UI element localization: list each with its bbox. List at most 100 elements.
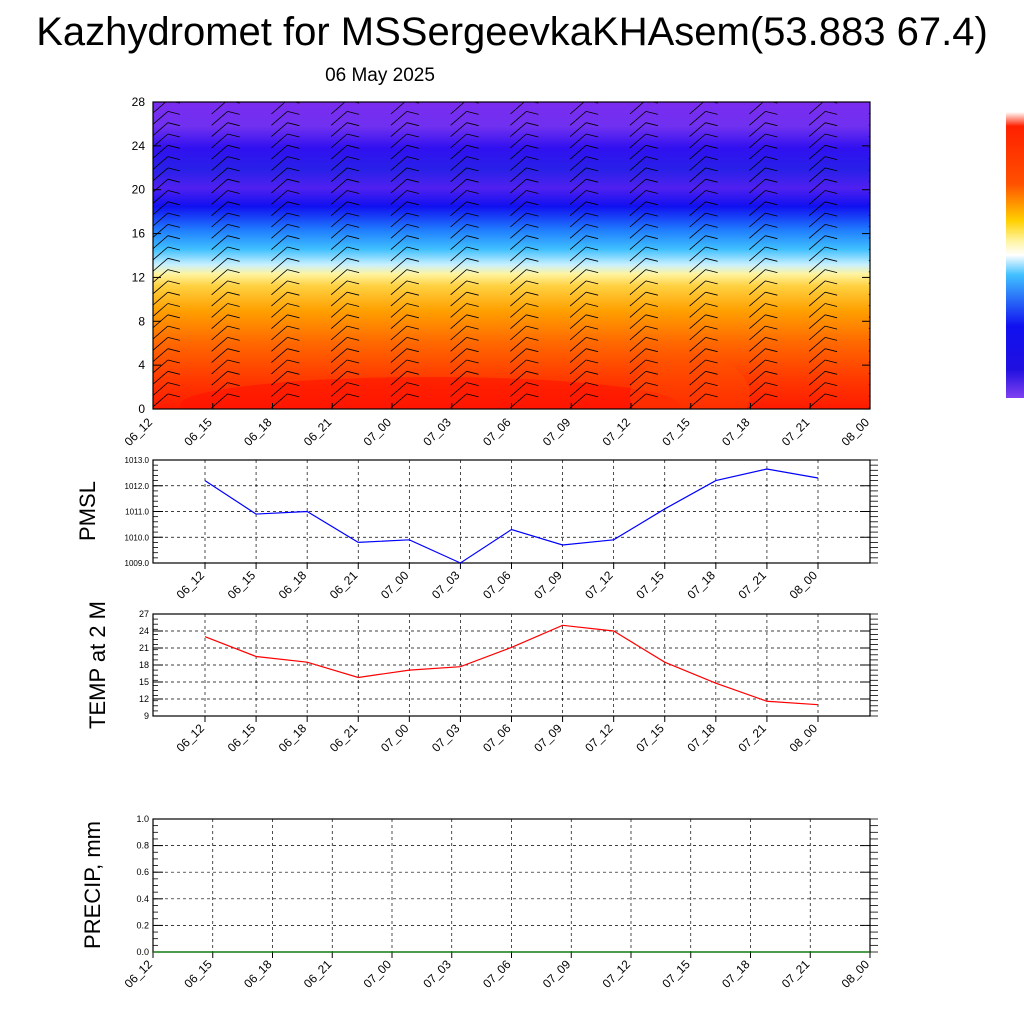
wind-barb-flag: [645, 382, 658, 386]
wind-barb: [629, 382, 647, 397]
wind-barb: [153, 156, 169, 171]
wind-barb-flag: [885, 168, 897, 171]
wind-barb: [569, 246, 587, 262]
x-tick-label: 07_12: [582, 721, 616, 755]
wind-barb-flag: [705, 359, 718, 364]
wind-barb: [390, 246, 408, 262]
wind-barb: [330, 291, 348, 307]
wind-barb-flag: [406, 303, 419, 307]
wind-barb-flag: [347, 370, 360, 375]
wind-barb: [271, 178, 288, 194]
wind-barb-flag: [526, 382, 539, 386]
wind-barb: [868, 304, 870, 307]
wind-barb-flag: [825, 201, 838, 206]
wind-barb-flag: [645, 178, 658, 183]
wind-barb-flag: [705, 122, 718, 127]
wind-barb: [808, 178, 826, 194]
wind-barb-flag: [586, 156, 599, 160]
wind-barb-flag: [406, 156, 419, 160]
wind-barb-flag: [287, 190, 300, 194]
wind-barb: [569, 235, 587, 250]
wind-barb: [629, 156, 647, 171]
wind-barb: [271, 359, 288, 375]
x-tick-label: 07_21: [736, 568, 770, 602]
wind-barb: [868, 281, 870, 284]
wind-barb-flag: [526, 348, 539, 353]
wind-barb-flag: [645, 314, 658, 319]
wind-barb: [808, 280, 826, 296]
y-tick-label: 1011.0: [125, 508, 149, 517]
wind-barb: [153, 201, 169, 216]
wind-barb: [749, 393, 766, 409]
wind-barb-flag: [825, 212, 838, 217]
wind-barb-flag: [526, 325, 539, 330]
wind-barb-flag: [406, 393, 419, 398]
wind-barb: [629, 167, 647, 183]
wind-barb: [450, 280, 467, 296]
y-tick-label: 0.2: [136, 920, 149, 930]
wind-barb-flag: [347, 280, 360, 285]
wind-barb: [569, 144, 587, 160]
wind-barb: [689, 337, 706, 352]
wind-barb-flag: [705, 382, 718, 386]
wind-barb: [450, 303, 467, 318]
wind-barb: [510, 111, 527, 126]
wind-barb-flag: [406, 348, 419, 353]
wind-barb-flag: [885, 394, 897, 397]
wind-barb: [510, 314, 527, 330]
wind-barb-flag: [466, 235, 479, 240]
wind-barb-flag: [825, 224, 838, 228]
wind-barb-flag: [705, 257, 718, 262]
wind-barb: [390, 359, 408, 375]
wind-barb: [330, 235, 348, 250]
wind-barb: [689, 167, 706, 183]
wind-barb-flag: [466, 291, 479, 296]
wind-barb-flag: [765, 337, 778, 341]
wind-barb: [153, 370, 169, 385]
y-tick-label: 0.6: [136, 867, 149, 877]
wind-barb: [749, 325, 766, 341]
wind-barb-flag: [347, 133, 360, 138]
wind-barb: [569, 224, 587, 239]
wind-barb: [153, 359, 169, 374]
wind-barb-flag: [526, 337, 539, 341]
wind-barb: [749, 269, 766, 284]
x-tick-label: 07_03: [429, 721, 463, 755]
wind-barb: [390, 370, 408, 386]
wind-barb-flag: [347, 257, 360, 262]
wind-barb-flag: [347, 122, 360, 127]
wind-barb: [689, 246, 706, 262]
wind-barb: [390, 178, 408, 194]
wind-barb: [330, 111, 348, 126]
wind-barb-flag: [586, 212, 599, 217]
wind-barb-flag: [825, 348, 838, 353]
wind-barb: [450, 201, 467, 217]
wind-barb: [868, 225, 870, 228]
wind-barb-flag: [705, 156, 718, 160]
wind-barb-flag: [885, 213, 897, 216]
wind-barb: [510, 291, 527, 307]
wind-barb-flag: [167, 382, 180, 386]
wind-barb: [569, 201, 587, 217]
wind-barb: [390, 291, 408, 307]
wind-barb: [153, 325, 169, 340]
wind-barb: [153, 235, 169, 250]
plot-frame: [152, 459, 871, 564]
wind-barb: [510, 370, 527, 386]
wind-barb: [153, 269, 169, 284]
wind-barb-flag: [885, 337, 897, 340]
wind-barb-flag: [227, 144, 240, 149]
wind-barb: [868, 135, 870, 137]
chart-title: Kazhydromet for MSSergeevkaKHAsem(53.883…: [36, 10, 988, 54]
wind-barb-flag: [765, 156, 778, 160]
wind-barb: [569, 348, 587, 363]
heatmap-x-tick-label: 07_09: [540, 415, 574, 449]
wind-barb: [510, 201, 527, 217]
wind-barb: [271, 190, 288, 205]
wind-barb-flag: [825, 382, 838, 386]
x-tick-label: 07_06: [480, 721, 514, 755]
wind-barb: [271, 212, 288, 228]
wind-barb-flag: [645, 348, 658, 353]
wind-barb: [808, 224, 826, 239]
